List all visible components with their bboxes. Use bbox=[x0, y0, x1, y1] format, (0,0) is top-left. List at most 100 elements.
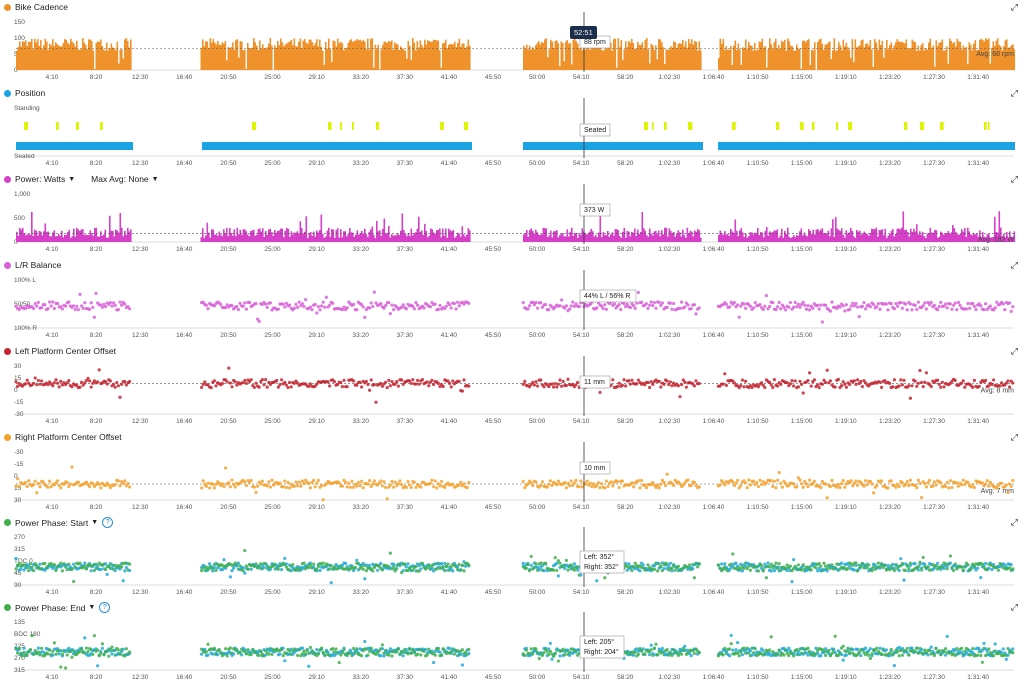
seated-bar bbox=[847, 142, 850, 150]
area-bar bbox=[276, 48, 278, 70]
data-point bbox=[48, 648, 51, 651]
data-point bbox=[899, 301, 902, 304]
data-point bbox=[925, 371, 928, 374]
area-bar bbox=[774, 230, 776, 242]
data-point bbox=[859, 380, 862, 383]
area-bar bbox=[376, 49, 378, 70]
data-point bbox=[893, 378, 896, 381]
data-point bbox=[243, 379, 246, 382]
area-bar bbox=[114, 48, 116, 70]
area-bar bbox=[726, 234, 728, 242]
x-tick-label: 1:10:50 bbox=[747, 504, 769, 511]
x-tick-label: 12:30 bbox=[132, 332, 149, 339]
area-bar bbox=[933, 233, 935, 242]
area-bar bbox=[331, 229, 333, 242]
data-point bbox=[254, 382, 257, 385]
data-point bbox=[253, 386, 256, 389]
seated-bar bbox=[907, 142, 910, 150]
x-tick-label: 33:20 bbox=[353, 504, 370, 511]
seated-bar bbox=[787, 142, 790, 150]
area-bar bbox=[871, 229, 873, 242]
seated-bar bbox=[595, 142, 598, 150]
data-point bbox=[368, 564, 371, 567]
data-point bbox=[77, 481, 80, 484]
data-point bbox=[786, 381, 789, 384]
data-point bbox=[53, 381, 56, 384]
data-point bbox=[954, 562, 957, 565]
data-point bbox=[910, 308, 913, 311]
area-bar bbox=[223, 229, 225, 242]
data-point bbox=[630, 379, 633, 382]
area-bar bbox=[934, 67, 936, 70]
data-point bbox=[954, 301, 957, 304]
data-point bbox=[461, 663, 464, 666]
area-bar bbox=[217, 236, 219, 242]
data-point bbox=[90, 385, 93, 388]
data-point bbox=[120, 565, 123, 568]
area-bar bbox=[840, 46, 842, 70]
data-point bbox=[797, 385, 800, 388]
data-point bbox=[869, 305, 872, 308]
area-bar bbox=[37, 39, 39, 70]
area-bar bbox=[114, 236, 116, 242]
area-bar bbox=[748, 42, 750, 70]
data-point bbox=[338, 481, 341, 484]
area-bar bbox=[256, 235, 258, 242]
area-bar bbox=[840, 231, 842, 242]
x-tick-label: 29:10 bbox=[308, 504, 325, 511]
area-bar bbox=[454, 238, 456, 242]
area-bar bbox=[123, 59, 125, 70]
cursor-tooltip: Left: 352°Right: 352° bbox=[580, 551, 624, 573]
area-bar bbox=[723, 235, 725, 242]
seated-bar bbox=[310, 142, 313, 150]
data-point bbox=[213, 486, 216, 489]
data-point bbox=[805, 482, 808, 485]
data-point bbox=[722, 382, 725, 385]
area-bar bbox=[298, 42, 300, 70]
data-point bbox=[598, 391, 601, 394]
area-bar bbox=[409, 236, 411, 242]
area-bar bbox=[844, 46, 846, 70]
area-bar bbox=[100, 40, 102, 70]
area-bar bbox=[102, 46, 104, 70]
data-point bbox=[923, 301, 926, 304]
x-tick-label: 4:10 bbox=[46, 504, 59, 511]
data-point bbox=[35, 383, 38, 386]
data-point bbox=[653, 568, 656, 571]
data-point bbox=[531, 381, 534, 384]
data-point bbox=[93, 316, 96, 319]
area-bar bbox=[733, 233, 735, 242]
data-point bbox=[806, 304, 809, 307]
data-point bbox=[283, 557, 286, 560]
data-point bbox=[266, 306, 269, 309]
data-point bbox=[534, 647, 537, 650]
area-bar bbox=[649, 229, 651, 242]
data-point bbox=[731, 480, 734, 483]
seated-bar bbox=[364, 142, 367, 150]
data-point bbox=[243, 480, 246, 483]
seated-bar bbox=[793, 142, 796, 150]
x-tick-label: 1:10:50 bbox=[747, 246, 769, 253]
data-point bbox=[27, 569, 30, 572]
area-bar bbox=[735, 219, 737, 242]
area-bar bbox=[867, 234, 869, 242]
area-bar bbox=[223, 44, 225, 70]
area-bar bbox=[271, 232, 273, 242]
data-point bbox=[227, 367, 230, 370]
area-bar bbox=[958, 235, 960, 242]
data-point bbox=[659, 483, 662, 486]
area-bar bbox=[309, 40, 311, 70]
area-bar bbox=[459, 39, 461, 70]
area-bar bbox=[814, 42, 816, 70]
data-point bbox=[822, 562, 825, 565]
x-tick-label: 1:19:10 bbox=[835, 74, 857, 81]
area-bar bbox=[904, 230, 906, 242]
seated-bar bbox=[976, 142, 979, 150]
area-bar bbox=[253, 230, 255, 242]
seated-bar bbox=[454, 142, 457, 150]
data-point bbox=[22, 647, 25, 650]
area-bar bbox=[301, 228, 303, 242]
x-tick-label: 1:19:10 bbox=[835, 246, 857, 253]
data-point bbox=[974, 308, 977, 311]
data-point bbox=[254, 491, 257, 494]
